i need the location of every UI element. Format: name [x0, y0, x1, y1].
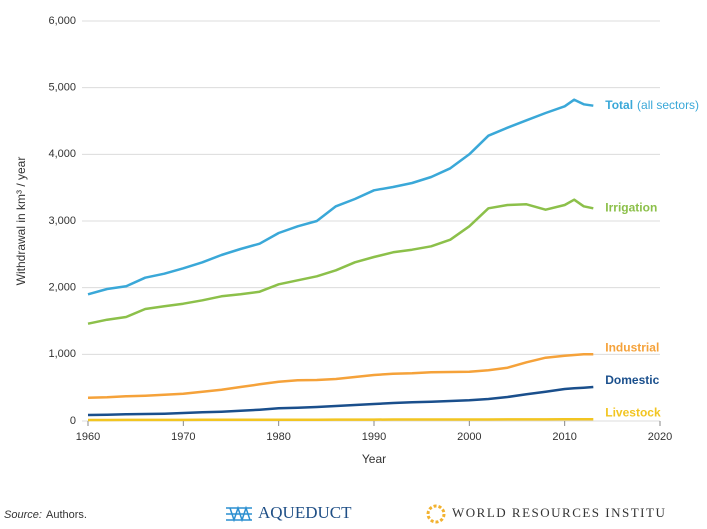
series-label: Irrigation [605, 201, 657, 215]
logo-text: WORLD RESOURCES INSTITU [452, 505, 666, 520]
x-tick-label: 2010 [552, 431, 576, 443]
series-line [87, 353, 594, 399]
series-label: Total [605, 98, 633, 112]
y-tick-label: 3,000 [48, 215, 76, 227]
x-tick-label: 1960 [76, 431, 100, 443]
x-tick-label: 2020 [648, 431, 672, 443]
series-line [87, 98, 594, 296]
y-tick-label: 6,000 [48, 15, 76, 27]
series-line [87, 198, 594, 325]
series-label: Industrial [605, 341, 659, 355]
source: Authors. [46, 509, 87, 521]
x-tick-label: 1970 [171, 431, 195, 443]
y-tick-label: 4,000 [48, 148, 76, 160]
series-line [88, 418, 594, 422]
y-tick-label: 2,000 [48, 282, 76, 294]
x-axis-label: Year [362, 452, 386, 466]
source-label: Source: [4, 509, 42, 521]
y-tick-label: 5,000 [48, 82, 76, 94]
wri-logo: WORLD RESOURCES INSTITU [426, 504, 666, 524]
x-tick-label: 1980 [266, 431, 290, 443]
aqueduct-logo: AQUEDUCT [226, 503, 352, 523]
series-label: Domestic [605, 373, 659, 387]
y-tick-label: 0 [70, 415, 76, 427]
series-line [87, 385, 594, 417]
x-tick-label: 1990 [362, 431, 386, 443]
x-tick-label: 2000 [457, 431, 481, 443]
series-label: Livestock [605, 406, 661, 420]
y-axis-label: Withdrawal in km³ / year [14, 157, 28, 286]
annotation: (all sectors) [637, 98, 699, 112]
logo-text: AQUEDUCT [258, 503, 352, 522]
y-tick-label: 1,000 [48, 348, 76, 360]
